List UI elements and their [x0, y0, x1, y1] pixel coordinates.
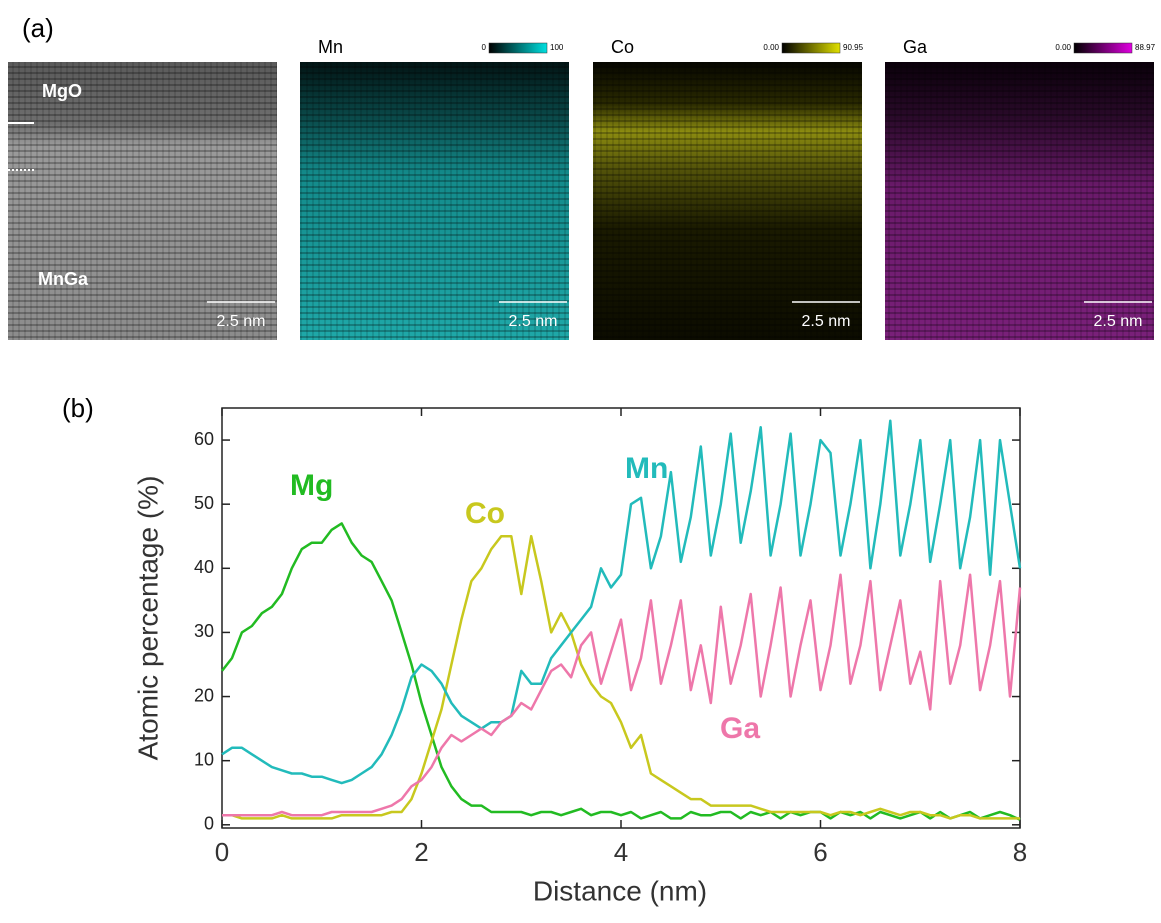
colorbar	[488, 42, 548, 54]
layer-label: MnGa	[38, 269, 89, 289]
y-tick-label: 0	[204, 814, 214, 834]
lattice-texture	[885, 62, 1154, 340]
map-title: Mn	[318, 37, 343, 57]
colorbar-max: 90.95	[843, 43, 864, 52]
scale-bar-label: 2.5 nm	[802, 313, 851, 330]
lattice-texture	[300, 62, 569, 340]
scale-bar-label: 2.5 nm	[1094, 313, 1143, 330]
map-title: Ga	[903, 37, 928, 57]
series-label: Mg	[290, 469, 333, 502]
colorbar	[1073, 42, 1133, 54]
y-tick-label: 20	[194, 685, 214, 705]
colorbar	[781, 42, 841, 54]
data-line	[221, 419, 1022, 785]
lattice-texture	[593, 62, 862, 340]
map-title: Co	[611, 37, 634, 57]
data-line	[221, 522, 1021, 821]
series-label: Mn	[625, 452, 668, 485]
data-line	[222, 534, 1020, 820]
colorbar-min: 0.00	[763, 43, 779, 52]
y-axis-label: Atomic percentage (%)	[132, 476, 163, 761]
colorbar-min: 0.00	[1055, 43, 1071, 52]
panel-a: (a) 2.5 nm MgO MnGa 2.5 nm Mn 0 100 2.5 nm Co 0.0…	[8, 13, 1156, 340]
layer-label: MgO	[42, 81, 82, 101]
x-tick-label: 0	[215, 837, 229, 867]
x-tick-label: 2	[414, 837, 428, 867]
colorbar-min: 0	[482, 43, 487, 52]
y-tick-label: 40	[194, 557, 214, 577]
plot-frame	[221, 407, 1021, 829]
panel-label: (b)	[62, 393, 94, 423]
data-line	[222, 573, 1022, 817]
panel-label: (a)	[22, 13, 54, 43]
panel-b: (b) Distance (nm) Atomic percentage (%) …	[62, 393, 1027, 907]
scale-bar-label: 2.5 nm	[509, 313, 558, 330]
y-tick-label: 50	[194, 493, 214, 513]
colorbar-max: 100	[550, 43, 564, 52]
x-tick-label: 8	[1013, 837, 1027, 867]
x-axis-label: Distance (nm)	[533, 875, 707, 906]
colorbar-max: 88.97	[1135, 43, 1156, 52]
series-label: Ga	[720, 712, 760, 745]
x-tick-label: 4	[614, 837, 628, 867]
y-tick-label: 60	[194, 429, 214, 449]
series-label: Co	[465, 497, 505, 530]
scale-bar-label: 2.5 nm	[217, 313, 266, 330]
y-tick-label: 30	[194, 621, 214, 641]
x-tick-label: 6	[813, 837, 827, 867]
lattice-texture	[8, 62, 277, 340]
y-tick-label: 10	[194, 749, 214, 769]
